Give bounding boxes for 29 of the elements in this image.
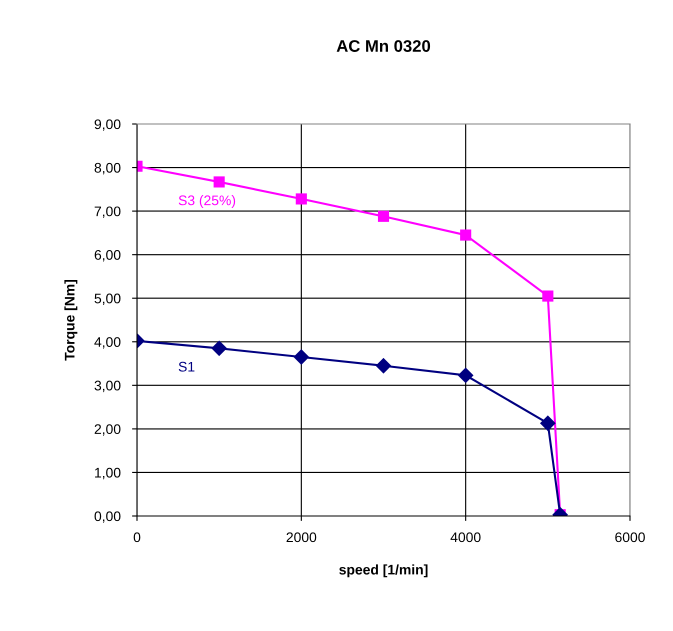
- point: [296, 193, 307, 204]
- y-tick-label: 4,00: [94, 337, 120, 349]
- point: [212, 340, 227, 356]
- series-label: S3 (25%): [178, 195, 236, 208]
- point: [540, 416, 556, 431]
- point: [542, 290, 554, 302]
- x-tick-label: 2000: [286, 532, 316, 542]
- series-label: S1: [178, 362, 194, 372]
- y-tick-label: 1,00: [95, 468, 120, 480]
- point: [460, 230, 472, 241]
- y-tick-label: 2,00: [94, 424, 120, 436]
- y-tick-label: 7,00: [94, 206, 120, 218]
- x-axis-title: speed [1/min]: [339, 564, 428, 578]
- y-tick-label: 8,00: [94, 162, 120, 174]
- point: [378, 210, 390, 222]
- y-tick-label: 5,00: [94, 294, 120, 306]
- y-tick-label: 9,00: [94, 119, 120, 131]
- y-axis-title: Torque [Nm]: [64, 280, 78, 361]
- y-tick-label: 3,00: [94, 380, 120, 392]
- x-tick-label: 0: [134, 532, 140, 542]
- point: [214, 176, 225, 188]
- x-tick-label: 4000: [450, 532, 481, 542]
- chart-title: AC Mn 0320: [336, 40, 430, 52]
- y-tick-label: 6,00: [94, 250, 120, 262]
- point: [294, 349, 309, 365]
- x-tick-label: 6000: [615, 532, 645, 542]
- point: [458, 368, 474, 383]
- y-tick-label: 0,00: [94, 511, 120, 523]
- point: [376, 358, 392, 374]
